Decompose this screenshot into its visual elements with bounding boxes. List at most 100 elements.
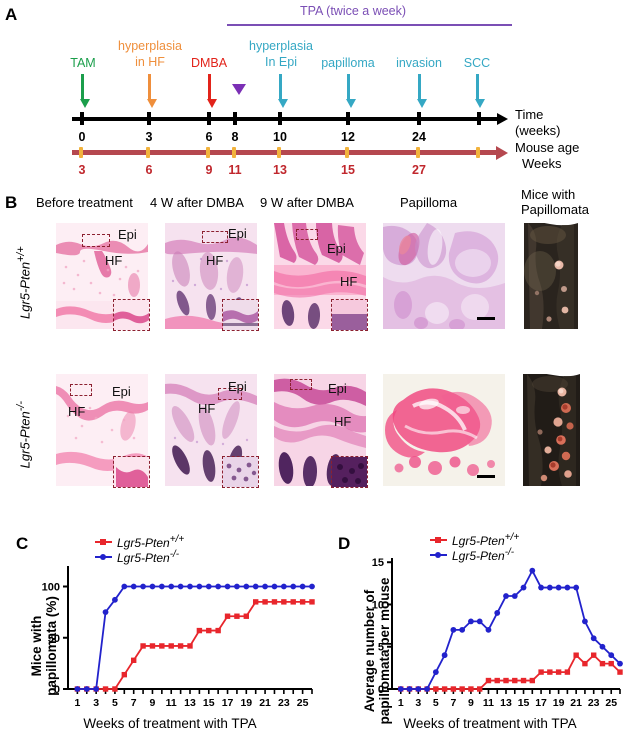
- x-tick-label: 9: [468, 697, 474, 709]
- data-point: [177, 583, 184, 590]
- data-point: [547, 669, 553, 675]
- row-label-wildtype: Lgr5-Pten+/+: [15, 241, 32, 325]
- data-point: [485, 677, 492, 684]
- event-label-hyperplasia-hf-line2: in HF: [135, 55, 165, 69]
- data-point: [121, 583, 128, 590]
- event-label-invasion: invasion: [396, 56, 442, 70]
- x-tick-label: 13: [184, 697, 196, 709]
- mouse-age-tick: [277, 147, 281, 158]
- mouse-age-tick: [232, 147, 236, 158]
- data-point: [206, 627, 212, 634]
- data-point: [159, 643, 165, 649]
- scale-bar-ko-papilloma: [477, 475, 495, 478]
- panel-c-chart: C Lgr5-Pten+/+ Lgr5-Pten-/- Mice with pa…: [0, 526, 330, 734]
- x-tick-label: 1: [74, 697, 80, 709]
- tissue-label-hf-wt-9w: HF: [340, 274, 358, 289]
- legend-marker-wt-d: [430, 535, 447, 545]
- time-tick-label-10: 10: [273, 130, 287, 144]
- row-label-knockout-text: Lgr5-Pten-/-: [15, 401, 33, 469]
- data-point: [599, 643, 606, 650]
- column-header-before-treatment: Before treatment: [36, 195, 133, 210]
- data-point: [406, 686, 413, 692]
- data-point: [520, 677, 527, 684]
- data-point: [271, 599, 278, 605]
- time-axis-title-line1: Time: [515, 107, 544, 122]
- dashed-roi-box-ko-before: [70, 384, 92, 396]
- data-point: [441, 686, 448, 692]
- series-line-Lgr5-Pten+/+: [77, 600, 312, 690]
- data-point: [93, 686, 100, 692]
- data-point: [299, 599, 306, 605]
- x-tick-label: 17: [535, 697, 547, 709]
- inset-zoom-ko-9w: [331, 456, 368, 488]
- data-point: [538, 669, 544, 675]
- dashed-roi-box-wt-before: [82, 234, 110, 247]
- x-tick-label: 19: [240, 697, 252, 709]
- x-tick-label: 25: [297, 697, 309, 709]
- inset-zoom-ko-4w: [222, 456, 259, 488]
- tissue-label-epi-wt-4w: Epi: [228, 226, 247, 241]
- panel-d-letter: D: [338, 534, 351, 553]
- y-tick-label: 0: [378, 684, 384, 696]
- tissue-label-epi-ko-before: Epi: [112, 384, 131, 399]
- tissue-label-hf-ko-before: HF: [68, 404, 86, 419]
- legend-marker-wt-c: [95, 537, 112, 547]
- legend-marker-ko-d: [430, 550, 447, 560]
- data-point: [617, 660, 623, 667]
- x-tick-label: 7: [131, 697, 137, 709]
- event-arrow-papilloma: [346, 74, 356, 108]
- data-point: [149, 583, 156, 590]
- inset-zoom-wt-before: [113, 299, 150, 331]
- legend-marker-ko-c: [95, 552, 112, 562]
- data-point: [397, 686, 404, 692]
- data-point: [187, 583, 193, 590]
- x-axis-label-panel-d: Weeks of treatment with TPA: [403, 716, 577, 731]
- time-tick-label-24: 24: [412, 130, 426, 144]
- column-header-mice-line1: Mice with: [521, 187, 576, 202]
- data-point: [476, 686, 483, 692]
- data-point: [280, 583, 287, 590]
- data-point: [309, 583, 315, 590]
- data-point: [121, 671, 128, 678]
- tissue-label-epi-wt-9w: Epi: [327, 241, 346, 256]
- legend-item-wt-d: Lgr5-Pten+/+: [430, 532, 519, 548]
- tissue-label-hf-ko-4w: HF: [198, 401, 216, 416]
- inset-zoom-wt-4w: [222, 299, 259, 331]
- data-point: [617, 669, 623, 675]
- data-point: [243, 613, 250, 619]
- dashed-roi-box-wt-4w: [202, 231, 228, 243]
- data-point: [281, 599, 287, 605]
- y-tick-label: 10: [372, 599, 384, 611]
- week8-triangle-marker: [232, 84, 246, 95]
- mouse-age-axis-title-line2: Weeks: [522, 156, 562, 171]
- data-point: [140, 643, 146, 649]
- data-point: [555, 584, 562, 591]
- event-arrow-dmba: [207, 74, 217, 108]
- tissue-label-epi-ko-9w: Epi: [328, 381, 347, 396]
- data-point: [309, 599, 315, 605]
- data-point: [590, 652, 597, 658]
- x-tick-label: 3: [93, 697, 99, 709]
- data-point: [608, 652, 615, 659]
- row-label-wildtype-text: Lgr5-Pten+/+: [15, 246, 33, 320]
- x-tick-label: 17: [222, 697, 234, 709]
- data-point: [290, 583, 297, 590]
- data-point: [224, 583, 231, 590]
- data-point: [102, 686, 109, 692]
- event-label-dmba: DMBA: [190, 56, 228, 70]
- mouse-age-axis-arrowhead: [496, 145, 508, 160]
- data-point: [503, 593, 509, 599]
- x-tick-label: 11: [483, 697, 494, 709]
- data-point: [196, 583, 203, 590]
- legend-label-wt-c: Lgr5-Pten+/+: [117, 533, 185, 550]
- event-label-hyperplasia-epi-line2: In Epi: [265, 55, 297, 69]
- x-tick-label: 15: [518, 697, 530, 709]
- data-point: [485, 626, 492, 633]
- legend-item-wt-c: Lgr5-Pten+/+: [95, 533, 185, 550]
- scale-bar-wt-papilloma: [477, 317, 495, 320]
- x-tick-label: 19: [553, 697, 565, 709]
- legend-label-ko-c: Lgr5-Pten-/-: [117, 548, 180, 565]
- legend-panel-c: Lgr5-Pten+/+ Lgr5-Pten-/-: [95, 533, 185, 565]
- x-tick-label: 13: [500, 697, 512, 709]
- tissue-label-epi-ko-4w: Epi: [228, 379, 247, 394]
